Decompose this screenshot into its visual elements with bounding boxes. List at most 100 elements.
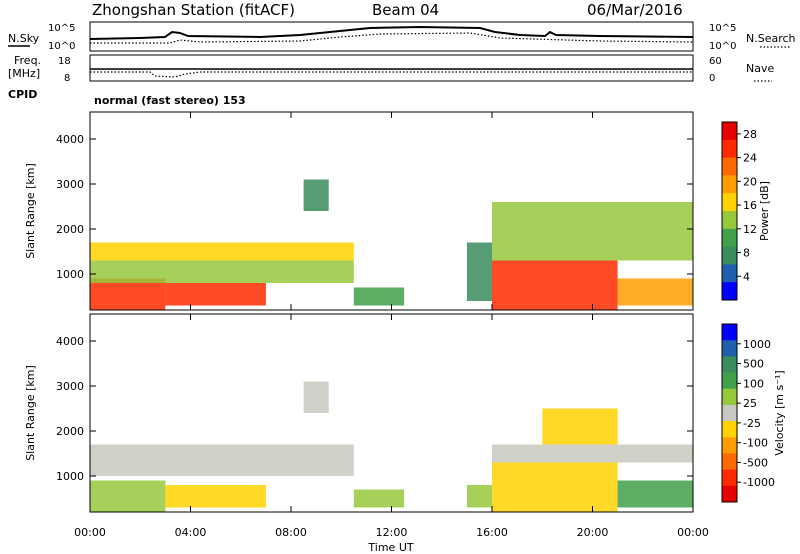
power-echo-region-1 [165,283,266,306]
power-colorbar: 4 8 12 16 20 24 28 [721,121,757,301]
nave-tick-top: 60 [709,56,722,67]
power-colorbar-segment-2 [722,157,737,176]
freq-panel: Freq. [MHz] 18 8 60 0 Nave [8,54,774,84]
power-colorbar-segment-6 [722,228,737,248]
power-ytick-label-2: 3000 [56,178,84,191]
time-axis-label: Time UT [367,541,413,554]
power-colorbar-segment-9 [722,282,737,301]
freq-tick-top: 18 [58,56,71,67]
velocity-ytick-label-1: 2000 [56,425,84,438]
velocity-colorbar-segment-4 [722,388,737,406]
noise-left-tick-bottom: 10^0 [48,41,75,52]
time-tick-label-4: 16:00 [476,526,508,539]
velocity-colorbar-segment-2 [722,356,737,374]
velocity-y-axis-label: Slant Range [km] [24,365,37,461]
power-echo-region-2 [90,260,354,283]
velocity-colorbar-segment-9 [722,469,737,487]
nave-tick-bottom: 0 [709,73,715,84]
noise-panel: N.Sky 10^5 10^0 10^5 10^0 N.Search [8,21,796,52]
noise-search-label: N.Search [746,32,796,45]
velocity-colorbar-segment-0 [722,324,737,341]
velocity-colorbar-segment-8 [722,453,737,471]
velocity-echo-region-3 [303,381,329,413]
velocity-y-ticks: 1000 2000 3000 4000 [56,314,694,512]
freq-label: Freq. [14,54,41,67]
power-colorbar-tick-label-1: 8 [743,247,750,260]
velocity-colorbar-frame [721,323,738,503]
power-echo-region-9 [617,278,693,306]
velocity-echo-region-0 [90,480,166,512]
noise-sky-label: N.Sky [8,32,40,45]
time-axis: 00:00 04:00 08:00 12:00 16:00 20:00 00:00 [74,526,709,539]
noise-search-trace [90,32,694,44]
velocity-echo-region-9 [617,480,693,508]
power-echo-region-3 [90,242,354,261]
velocity-colorbar-tick-label-1: 500 [743,358,764,371]
power-colorbar-tick-label-5: 24 [743,152,757,165]
velocity-colorbar-tick-label-0: 1000 [743,338,771,351]
power-colorbar-tick-label-2: 12 [743,223,757,236]
freq-panel-frame [89,54,694,82]
power-echo-region-8 [492,202,693,261]
power-colorbar-tick-label-6: 28 [743,128,757,141]
velocity-echo-region-7 [492,444,693,463]
velocity-colorbar-segment-3 [722,372,737,390]
freq-tick-bottom: 8 [64,73,70,84]
power-y-ticks: 1000 2000 3000 4000 [56,112,694,310]
velocity-ytick-label-0: 1000 [56,470,84,483]
power-colorbar-segment-8 [722,264,737,283]
power-ytick-label-3: 4000 [56,133,84,146]
velocity-colorbar-tick-label-2: 100 [743,377,764,390]
power-echo-layer [90,179,693,310]
nave-trace [90,71,693,78]
velocity-colorbar-segment-7 [722,437,737,454]
time-tick-label-2: 08:00 [275,526,307,539]
power-colorbar-segment-1 [722,139,737,159]
freq-unit-label: [MHz] [8,67,40,80]
beam-label: Beam 04 [372,1,439,19]
power-panel: 1000 2000 3000 4000 Slant Range [km] 4 8 12 16… [24,111,771,311]
velocity-colorbar-segment-6 [722,421,737,438]
velocity-colorbar: 1000 500 100 25 -25 -100 -500 -1000 [721,323,775,503]
velocity-colorbar-tick-label-4: -25 [743,417,761,430]
date-label: 06/Mar/2016 [587,1,683,19]
station-title: Zhongshan Station (fitACF) [92,1,295,19]
velocity-echo-region-1 [165,485,266,508]
velocity-echo-layer [90,381,693,512]
velocity-colorbar-segment-1 [722,340,737,357]
noise-right-tick-top: 10^5 [709,23,736,34]
velocity-colorbar-tick-label-5: -100 [743,437,768,450]
velocity-colorbar-tick-label-6: -500 [743,456,768,469]
time-tick-label-5: 20:00 [577,526,609,539]
nave-label: Nave [746,62,774,75]
power-ytick-label-0: 1000 [56,268,84,281]
power-colorbar-tick-label-4: 20 [743,175,757,188]
time-tick-label-0: 00:00 [74,526,106,539]
noise-sky-trace [89,25,694,40]
velocity-colorbar-segment-5 [722,404,737,422]
power-colorbar-segment-0 [722,122,737,141]
power-ytick-label-1: 2000 [56,223,84,236]
power-colorbar-label: Power [dB] [758,181,771,241]
power-colorbar-tick-label-0: 4 [743,270,750,283]
power-echo-region-7 [492,260,618,310]
velocity-echo-region-5 [466,485,492,508]
power-echo-region-6 [466,242,492,301]
power-colorbar-segment-4 [722,193,737,212]
noise-right-tick-bottom: 10^0 [709,41,736,52]
power-colorbar-segment-7 [722,246,737,265]
velocity-colorbar-tick-label-7: -1000 [743,476,775,489]
noise-left-tick-top: 10^5 [48,23,75,34]
time-tick-label-1: 04:00 [175,526,207,539]
time-tick-label-6: 00:00 [677,526,709,539]
velocity-colorbar-tick-label-3: 25 [743,397,757,410]
power-y-axis-label: Slant Range [km] [24,163,37,259]
power-colorbar-segment-3 [722,175,737,194]
velocity-ytick-label-3: 4000 [56,335,84,348]
power-colorbar-tick-label-3: 16 [743,199,757,212]
cpid-text: normal (fast stereo) 153 [94,94,246,107]
velocity-ytick-label-2: 3000 [56,380,84,393]
cpid-label: CPID [8,88,37,101]
velocity-colorbar-segment-10 [722,485,737,503]
